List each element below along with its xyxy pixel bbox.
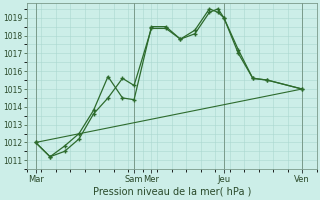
X-axis label: Pression niveau de la mer( hPa ): Pression niveau de la mer( hPa ) <box>92 187 251 197</box>
